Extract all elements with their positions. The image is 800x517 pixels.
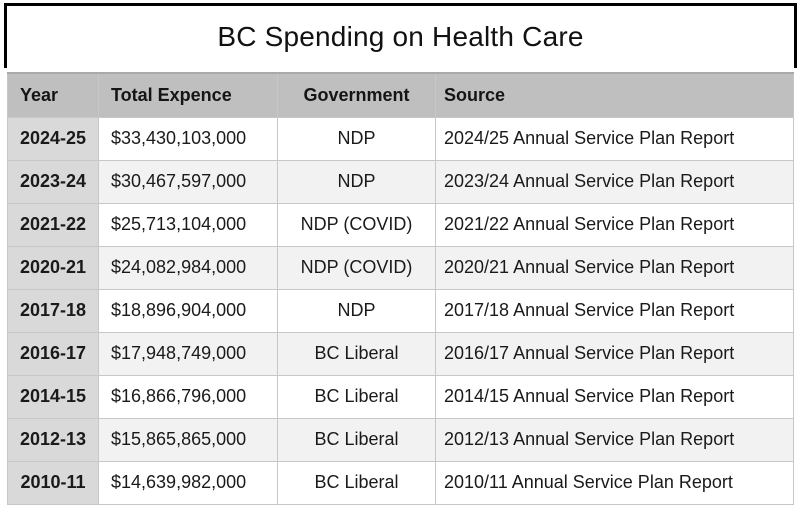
table-row: 2020-21 $24,082,984,000 NDP (COVID) 2020… <box>7 245 794 290</box>
year-cell: 2017-18 <box>7 288 99 333</box>
table-row: 2023-24 $30,467,597,000 NDP 2023/24 Annu… <box>7 159 794 204</box>
page-title: BC Spending on Health Care <box>217 21 584 52</box>
source-cell: 2023/24 Annual Service Plan Report <box>435 159 794 204</box>
table-row: 2012-13 $15,865,865,000 BC Liberal 2012/… <box>7 417 794 462</box>
table-row: 2024-25 $33,430,103,000 NDP 2024/25 Annu… <box>7 116 794 161</box>
expense-cell: $33,430,103,000 <box>98 116 278 161</box>
year-cell: 2012-13 <box>7 417 99 462</box>
expense-cell: $16,866,796,000 <box>98 374 278 419</box>
table-row: 2014-15 $16,866,796,000 BC Liberal 2014/… <box>7 374 794 419</box>
source-cell: 2024/25 Annual Service Plan Report <box>435 116 794 161</box>
column-header-source: Source <box>435 72 794 118</box>
government-cell: BC Liberal <box>277 417 436 462</box>
year-cell: 2024-25 <box>7 116 99 161</box>
year-cell: 2010-11 <box>7 460 99 505</box>
source-cell: 2016/17 Annual Service Plan Report <box>435 331 794 376</box>
table-row: 2010-11 $14,639,982,000 BC Liberal 2010/… <box>7 460 794 505</box>
year-cell: 2016-17 <box>7 331 99 376</box>
table-row: 2017-18 $18,896,904,000 NDP 2017/18 Annu… <box>7 288 794 333</box>
source-cell: 2010/11 Annual Service Plan Report <box>435 460 794 505</box>
expense-cell: $18,896,904,000 <box>98 288 278 333</box>
table-row: 2016-17 $17,948,749,000 BC Liberal 2016/… <box>7 331 794 376</box>
table-body: 2024-25 $33,430,103,000 NDP 2024/25 Annu… <box>7 116 794 505</box>
expense-cell: $17,948,749,000 <box>98 331 278 376</box>
year-cell: 2023-24 <box>7 159 99 204</box>
government-cell: NDP (COVID) <box>277 202 436 247</box>
expense-cell: $24,082,984,000 <box>98 245 278 290</box>
government-cell: NDP (COVID) <box>277 245 436 290</box>
table-row: 2021-22 $25,713,104,000 NDP (COVID) 2021… <box>7 202 794 247</box>
government-cell: NDP <box>277 116 436 161</box>
year-cell: 2021-22 <box>7 202 99 247</box>
government-cell: NDP <box>277 159 436 204</box>
expense-cell: $14,639,982,000 <box>98 460 278 505</box>
government-cell: BC Liberal <box>277 460 436 505</box>
government-cell: NDP <box>277 288 436 333</box>
year-cell: 2020-21 <box>7 245 99 290</box>
source-cell: 2017/18 Annual Service Plan Report <box>435 288 794 333</box>
expense-cell: $15,865,865,000 <box>98 417 278 462</box>
year-cell: 2014-15 <box>7 374 99 419</box>
table-header: Year Total Expence Government Source <box>7 72 794 118</box>
source-cell: 2014/15 Annual Service Plan Report <box>435 374 794 419</box>
expense-cell: $30,467,597,000 <box>98 159 278 204</box>
column-header-total-expence: Total Expence <box>98 72 278 118</box>
title-box: BC Spending on Health Care <box>4 3 797 68</box>
government-cell: BC Liberal <box>277 374 436 419</box>
government-cell: BC Liberal <box>277 331 436 376</box>
header-row: Year Total Expence Government Source <box>7 72 794 118</box>
source-cell: 2020/21 Annual Service Plan Report <box>435 245 794 290</box>
column-header-government: Government <box>277 72 436 118</box>
spending-table: Year Total Expence Government Source 202… <box>7 72 794 505</box>
column-header-year: Year <box>7 72 99 118</box>
expense-cell: $25,713,104,000 <box>98 202 278 247</box>
source-cell: 2021/22 Annual Service Plan Report <box>435 202 794 247</box>
source-cell: 2012/13 Annual Service Plan Report <box>435 417 794 462</box>
